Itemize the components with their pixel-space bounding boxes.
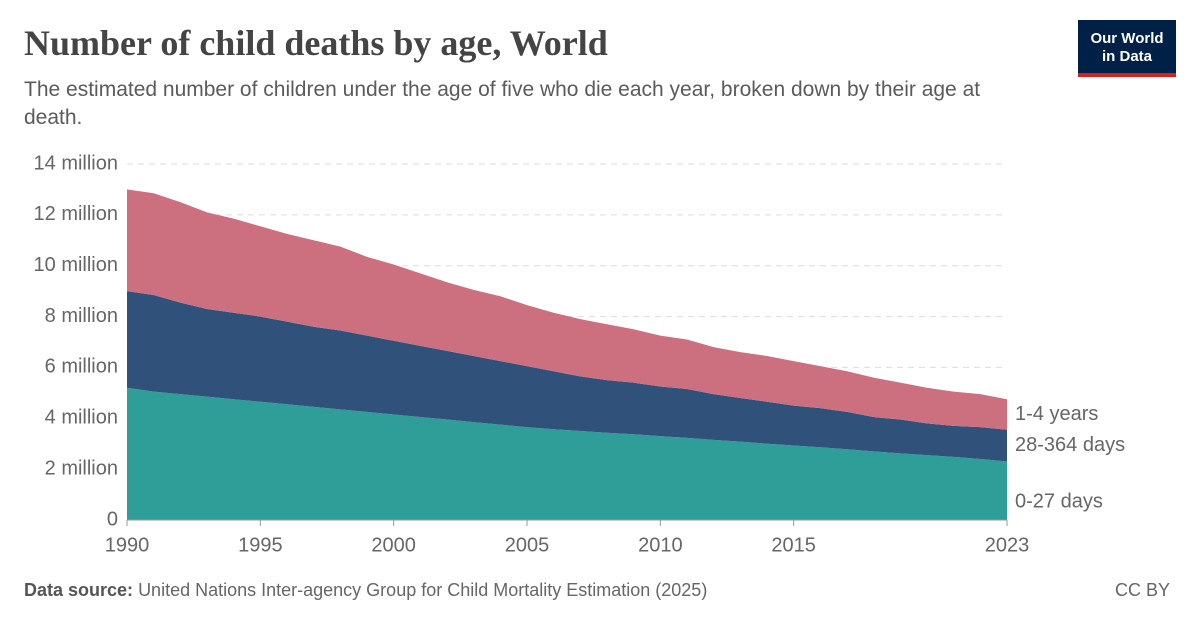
x-tick-label: 2000 (371, 534, 416, 556)
source: United Nations Inter-agency Group for Ch… (138, 580, 708, 600)
footer: Data source: United Nations Inter-agency… (24, 580, 707, 601)
series-label: 28-364 days (1015, 434, 1125, 456)
y-tick-label: 8 million (45, 305, 118, 327)
x-tick-label: 1995 (238, 534, 283, 556)
x-tick-label: 2015 (771, 534, 816, 556)
chart-title: Number of child deaths by age, World (24, 23, 608, 63)
y-tick-label: 2 million (45, 457, 118, 479)
logo-text: Our World in Data (1090, 30, 1164, 65)
chart-subtitle: The estimated number of children under t… (24, 78, 981, 129)
x-tick-label: 2010 (638, 534, 683, 556)
y-tick-label: 12 million (34, 203, 118, 225)
y-tick-label: 10 million (34, 254, 118, 276)
y-tick-label: 4 million (45, 407, 118, 429)
area (127, 387, 1007, 520)
logo[interactable]: Our World in Data (1078, 20, 1176, 77)
area (127, 189, 1007, 430)
x-tick-label: 2005 (505, 534, 550, 556)
y-tick-label: 0 (107, 508, 118, 530)
series-label: 0-27 days (1015, 490, 1103, 512)
y-tick-label: 6 million (45, 356, 118, 378)
y-tick-label: 14 million (34, 152, 118, 174)
license[interactable]: CC BY (1114, 580, 1170, 600)
series-label: 1-4 years (1015, 403, 1098, 425)
x-tick-label: 1990 (105, 534, 150, 556)
source-label: Data source: (24, 580, 134, 600)
x-tick-label: 2023 (985, 534, 1030, 556)
area (127, 291, 1007, 462)
